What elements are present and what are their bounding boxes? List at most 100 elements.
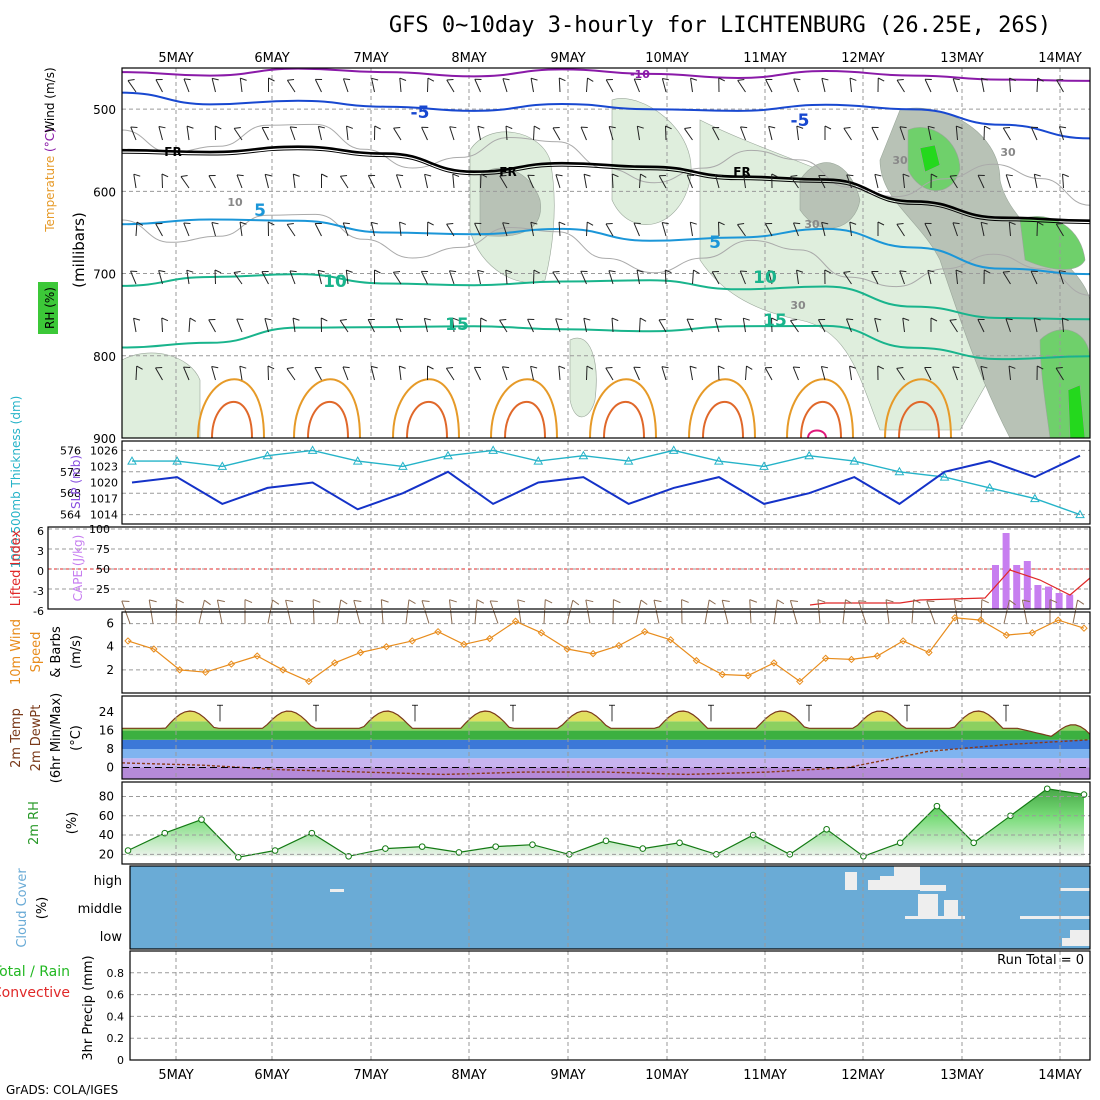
barb-flag [1056, 78, 1064, 81]
barb-flag [236, 174, 244, 177]
rh-panel: 20 40 60 80 2m RH (%) [27, 781, 1091, 865]
barb-flag [845, 599, 853, 604]
wind-barb-upper-1-30 [927, 125, 935, 141]
thick-rtick-1: 1017 [90, 493, 118, 506]
barb-staff [658, 175, 667, 189]
wind-barb-upper-3-35 [1055, 222, 1064, 237]
barb-flag [374, 269, 381, 274]
barb-staff [686, 318, 693, 333]
barb-flag [871, 270, 879, 273]
barb-flag [346, 125, 353, 129]
cloud-ylabel-1: (%) [35, 897, 50, 920]
wind-barb-upper-0-9 [371, 77, 379, 93]
barb-flag [793, 78, 801, 81]
thickness-point-13 [713, 456, 724, 465]
barb-flag [342, 366, 350, 369]
barb-staff [692, 269, 694, 285]
barb-staff [158, 270, 163, 285]
wind-ylabel-2: & Barbs [49, 626, 64, 678]
cloud-row-label-1: middle [78, 902, 122, 917]
barb-staff [421, 127, 428, 141]
barb-flag [371, 77, 379, 81]
barb-flag [381, 599, 389, 603]
barb-flag [1008, 365, 1016, 369]
barb-staff [849, 222, 852, 237]
wind-barb-upper-6-35 [1055, 366, 1064, 381]
barb-flag [978, 174, 985, 176]
wind-barb-upper-1-20 [665, 125, 672, 141]
barb-staff [690, 78, 693, 93]
barb-staff [792, 366, 799, 381]
barb-flag [885, 599, 894, 603]
barb-flag [186, 125, 194, 129]
precip-frame [129, 950, 1091, 1061]
rh-ytick-3: 80 [99, 789, 114, 803]
barb-flag [793, 222, 801, 225]
barb-flag [318, 125, 325, 129]
cloud-gap-9 [905, 916, 965, 919]
precip-panel: 0 0.2 0.4 0.6 0.8 Run Total = 0 Total / Rain Co… [0, 950, 1091, 1067]
barb-staff [924, 367, 932, 381]
cape-li-panel: 6 3 0 -3 -6 25 50 75 100 Lifted Index CAPE (J/kg) [9, 523, 1091, 618]
wind-barb-upper-1-29 [899, 126, 907, 141]
wind-ylabel-0: 10m Wind [9, 619, 24, 685]
wind-barb-upper-0-18 [605, 78, 614, 93]
barb-flag [368, 318, 375, 321]
top-date-label-3: 8MAY [451, 51, 486, 66]
wind-barb-upper-0-23 [737, 79, 746, 93]
wind-ylabel-1-part-0: Speed [29, 632, 44, 673]
thickness-point-1 [172, 456, 183, 465]
wind-barb-upper-4-21 [692, 269, 700, 285]
rh-point-3 [235, 853, 242, 861]
barb-flag [878, 77, 885, 82]
barb-flag [843, 271, 851, 273]
barb-staff [286, 79, 296, 93]
barb-staff [927, 126, 932, 141]
wind-barb-upper-2-23 [743, 173, 751, 189]
barb-staff [1005, 318, 1011, 333]
barb-staff [711, 271, 720, 285]
upper-ytick-1: 600 [93, 185, 116, 199]
wind-barb-upper-1-31 [955, 125, 963, 141]
barb-flag [427, 77, 435, 82]
wind-barb-upper-4-33 [1002, 270, 1011, 285]
barb-staff [793, 78, 799, 93]
cape-ylabel-left: Lifted Index [9, 529, 24, 606]
barb-staff [420, 271, 428, 285]
precip-ylabel: 3hr Precip (mm) [81, 955, 96, 1060]
top-date-label-4: 9MAY [550, 51, 585, 66]
barb-flag [502, 78, 510, 81]
wind-barb-upper-2-27 [846, 174, 854, 189]
wind-speed-point-9 [356, 648, 365, 657]
barb-flag [902, 317, 910, 321]
top-date-label-7: 12MAY [841, 51, 885, 66]
barb-flag [340, 175, 348, 177]
wind-barb-upper-1-35 [1058, 126, 1067, 141]
barb-staff [636, 126, 640, 141]
rh-ytick-2: 60 [99, 809, 114, 823]
barb-staff [952, 222, 958, 237]
wind-barb-upper-3-19 [633, 222, 641, 237]
upper-ylabel-unit-part-0: (millibars) [70, 212, 88, 288]
cloud-panel: high middle low Cloud Cover (%) [15, 865, 1091, 950]
barb-staff [902, 174, 905, 189]
barb-staff [742, 318, 746, 333]
barb-flag [1003, 126, 1011, 129]
wind-barb-upper-1-10 [393, 126, 402, 141]
contour-label-16: 30 [1000, 146, 1016, 159]
wind-speed-point-24 [744, 671, 752, 680]
wind-barb-upper-3-2 [183, 222, 191, 237]
wind-speed-point-36 [1054, 616, 1062, 624]
barb-flag [765, 222, 773, 225]
wind-speed-point-0 [124, 637, 132, 645]
barb-flag [743, 317, 750, 321]
barb-staff [764, 367, 773, 381]
barb-flag [452, 173, 460, 177]
wind-barb-upper-4-24 [767, 269, 776, 285]
barb-flag [396, 318, 403, 321]
barb-flag [658, 318, 666, 321]
barb-flag [421, 600, 430, 602]
wind-speed-point-21 [666, 636, 675, 644]
precip-ylabel-part-0: 3hr Precip (mm) [81, 955, 96, 1060]
barb-flag [474, 78, 482, 81]
